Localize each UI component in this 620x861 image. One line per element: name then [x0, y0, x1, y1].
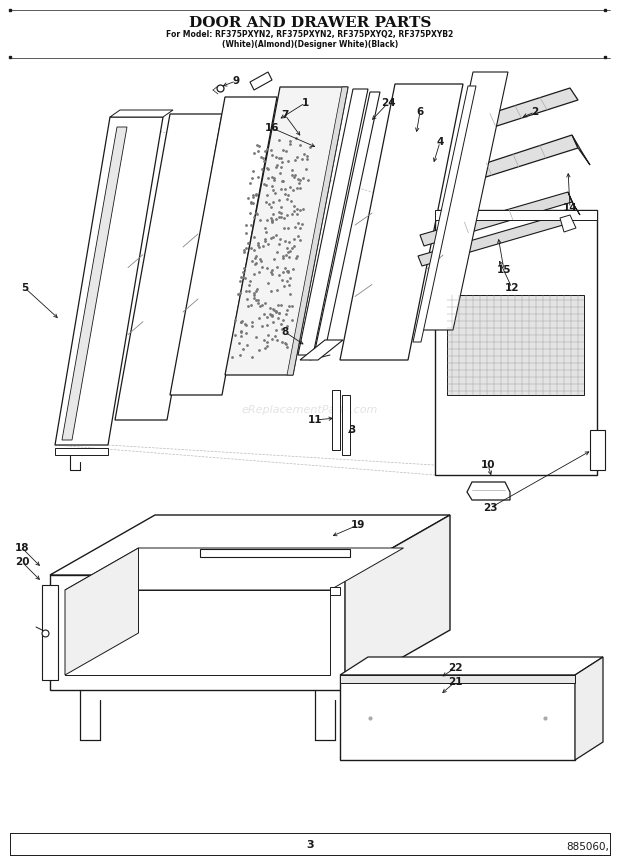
Text: 21: 21	[448, 677, 463, 687]
Text: 8: 8	[281, 327, 289, 337]
Polygon shape	[55, 448, 108, 455]
Polygon shape	[420, 192, 572, 246]
Polygon shape	[170, 97, 277, 395]
Text: 1: 1	[301, 98, 309, 108]
Text: 23: 23	[483, 503, 497, 513]
Polygon shape	[110, 110, 173, 117]
Polygon shape	[418, 72, 508, 330]
Polygon shape	[50, 515, 450, 575]
Text: 14: 14	[563, 203, 577, 213]
Polygon shape	[340, 675, 575, 683]
Polygon shape	[418, 213, 570, 266]
Text: 10: 10	[480, 460, 495, 470]
Polygon shape	[470, 88, 578, 133]
Polygon shape	[65, 548, 404, 590]
Polygon shape	[340, 84, 463, 360]
Polygon shape	[340, 657, 603, 675]
Text: 19: 19	[351, 520, 365, 530]
Polygon shape	[340, 675, 575, 760]
Polygon shape	[590, 430, 605, 470]
Polygon shape	[250, 72, 272, 90]
Polygon shape	[225, 87, 348, 375]
Text: 3: 3	[348, 425, 356, 435]
Polygon shape	[413, 86, 476, 342]
Text: 5: 5	[21, 283, 29, 293]
Polygon shape	[572, 135, 590, 165]
Text: 20: 20	[15, 557, 29, 567]
Text: (White)(Almond)(Designer White)(Black): (White)(Almond)(Designer White)(Black)	[222, 40, 398, 49]
Text: 24: 24	[381, 98, 396, 108]
Text: 15: 15	[497, 265, 511, 275]
Text: 12: 12	[505, 283, 520, 293]
Polygon shape	[467, 482, 510, 500]
Polygon shape	[447, 295, 584, 395]
Text: 7: 7	[281, 110, 289, 120]
Polygon shape	[315, 92, 380, 350]
Text: 6: 6	[417, 107, 423, 117]
Text: 2: 2	[531, 107, 539, 117]
Polygon shape	[330, 587, 340, 595]
Polygon shape	[42, 585, 58, 680]
Text: 885060,: 885060,	[567, 842, 609, 852]
Text: 22: 22	[448, 663, 463, 673]
Text: eReplacementParts.com: eReplacementParts.com	[242, 405, 378, 415]
Polygon shape	[345, 515, 450, 690]
Polygon shape	[62, 127, 127, 440]
Polygon shape	[298, 89, 368, 355]
Polygon shape	[435, 210, 597, 475]
Polygon shape	[575, 657, 603, 760]
Polygon shape	[115, 114, 222, 420]
Text: 11: 11	[308, 415, 322, 425]
Text: 16: 16	[265, 123, 279, 133]
Polygon shape	[560, 215, 576, 232]
Polygon shape	[300, 340, 343, 360]
Text: For Model: RF375PXYN2, RF375PXYN2, RF375PXYQ2, RF375PXYB2: For Model: RF375PXYN2, RF375PXYN2, RF375…	[166, 30, 454, 39]
Polygon shape	[50, 575, 345, 690]
Polygon shape	[65, 548, 138, 675]
Polygon shape	[465, 135, 578, 182]
Polygon shape	[435, 210, 597, 220]
Polygon shape	[332, 390, 340, 450]
Text: 3: 3	[306, 840, 314, 850]
Polygon shape	[342, 395, 350, 455]
Text: 4: 4	[436, 137, 444, 147]
Polygon shape	[568, 192, 580, 215]
Text: 9: 9	[232, 76, 239, 86]
Polygon shape	[287, 87, 348, 375]
Text: DOOR AND DRAWER PARTS: DOOR AND DRAWER PARTS	[189, 16, 431, 30]
Polygon shape	[200, 549, 350, 557]
Text: 18: 18	[15, 543, 29, 553]
Polygon shape	[55, 117, 163, 445]
